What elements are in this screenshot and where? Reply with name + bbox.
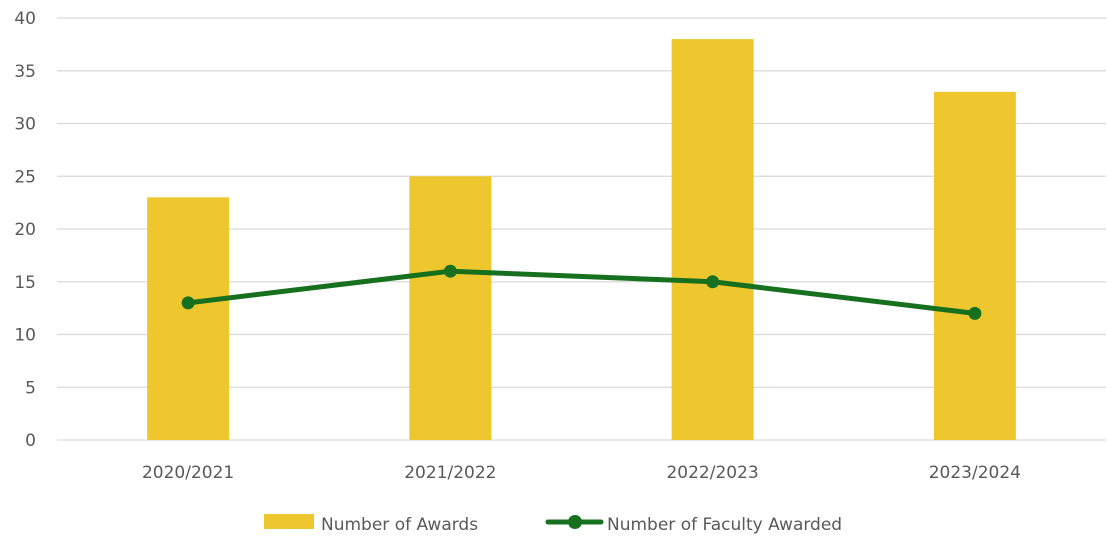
legend-label-number-of-faculty-awarded: Number of Faculty Awarded bbox=[607, 515, 842, 535]
line-series bbox=[181, 264, 982, 320]
bar-series bbox=[147, 39, 1016, 440]
bar-2021-2022 bbox=[409, 176, 492, 440]
gridlines bbox=[57, 17, 1106, 441]
bar-2022-2023 bbox=[671, 39, 754, 440]
line-point-2022-2023 bbox=[706, 275, 720, 289]
line-number-of-faculty-awarded bbox=[185, 268, 978, 316]
line-point-2020-2021 bbox=[181, 296, 195, 310]
line-point-2021-2022 bbox=[443, 264, 457, 278]
y-axis-tick-labels: 0 5 10 15 20 25 30 35 40 bbox=[14, 9, 36, 451]
y-tick-label-0: 0 bbox=[25, 431, 36, 451]
x-tick-label-2020-2021: 2020/2021 bbox=[142, 463, 234, 483]
y-tick-label-35: 35 bbox=[14, 62, 36, 82]
x-axis-tick-labels: 2020/2021 2021/2022 2022/2023 2023/2024 bbox=[142, 463, 1021, 483]
y-tick-label-25: 25 bbox=[14, 167, 36, 187]
legend: Number of Awards Number of Faculty Award… bbox=[264, 514, 842, 535]
x-tick-label-2023-2024: 2023/2024 bbox=[929, 463, 1021, 483]
y-tick-label-15: 15 bbox=[14, 273, 36, 293]
y-tick-label-40: 40 bbox=[14, 9, 36, 29]
y-tick-label-5: 5 bbox=[25, 378, 36, 398]
legend-swatch-number-of-awards bbox=[264, 514, 314, 529]
x-tick-label-2022-2023: 2022/2023 bbox=[666, 463, 758, 483]
y-tick-label-20: 20 bbox=[14, 220, 36, 240]
x-tick-label-2021-2022: 2021/2022 bbox=[404, 463, 496, 483]
y-tick-label-10: 10 bbox=[14, 326, 36, 346]
line-point-2023-2024 bbox=[968, 306, 982, 320]
legend-swatch-marker-number-of-faculty-awarded bbox=[568, 515, 582, 529]
bar-2020-2021 bbox=[147, 197, 230, 440]
y-tick-label-30: 30 bbox=[14, 115, 36, 135]
bar-2023-2024 bbox=[933, 91, 1016, 440]
legend-label-number-of-awards: Number of Awards bbox=[321, 515, 478, 535]
